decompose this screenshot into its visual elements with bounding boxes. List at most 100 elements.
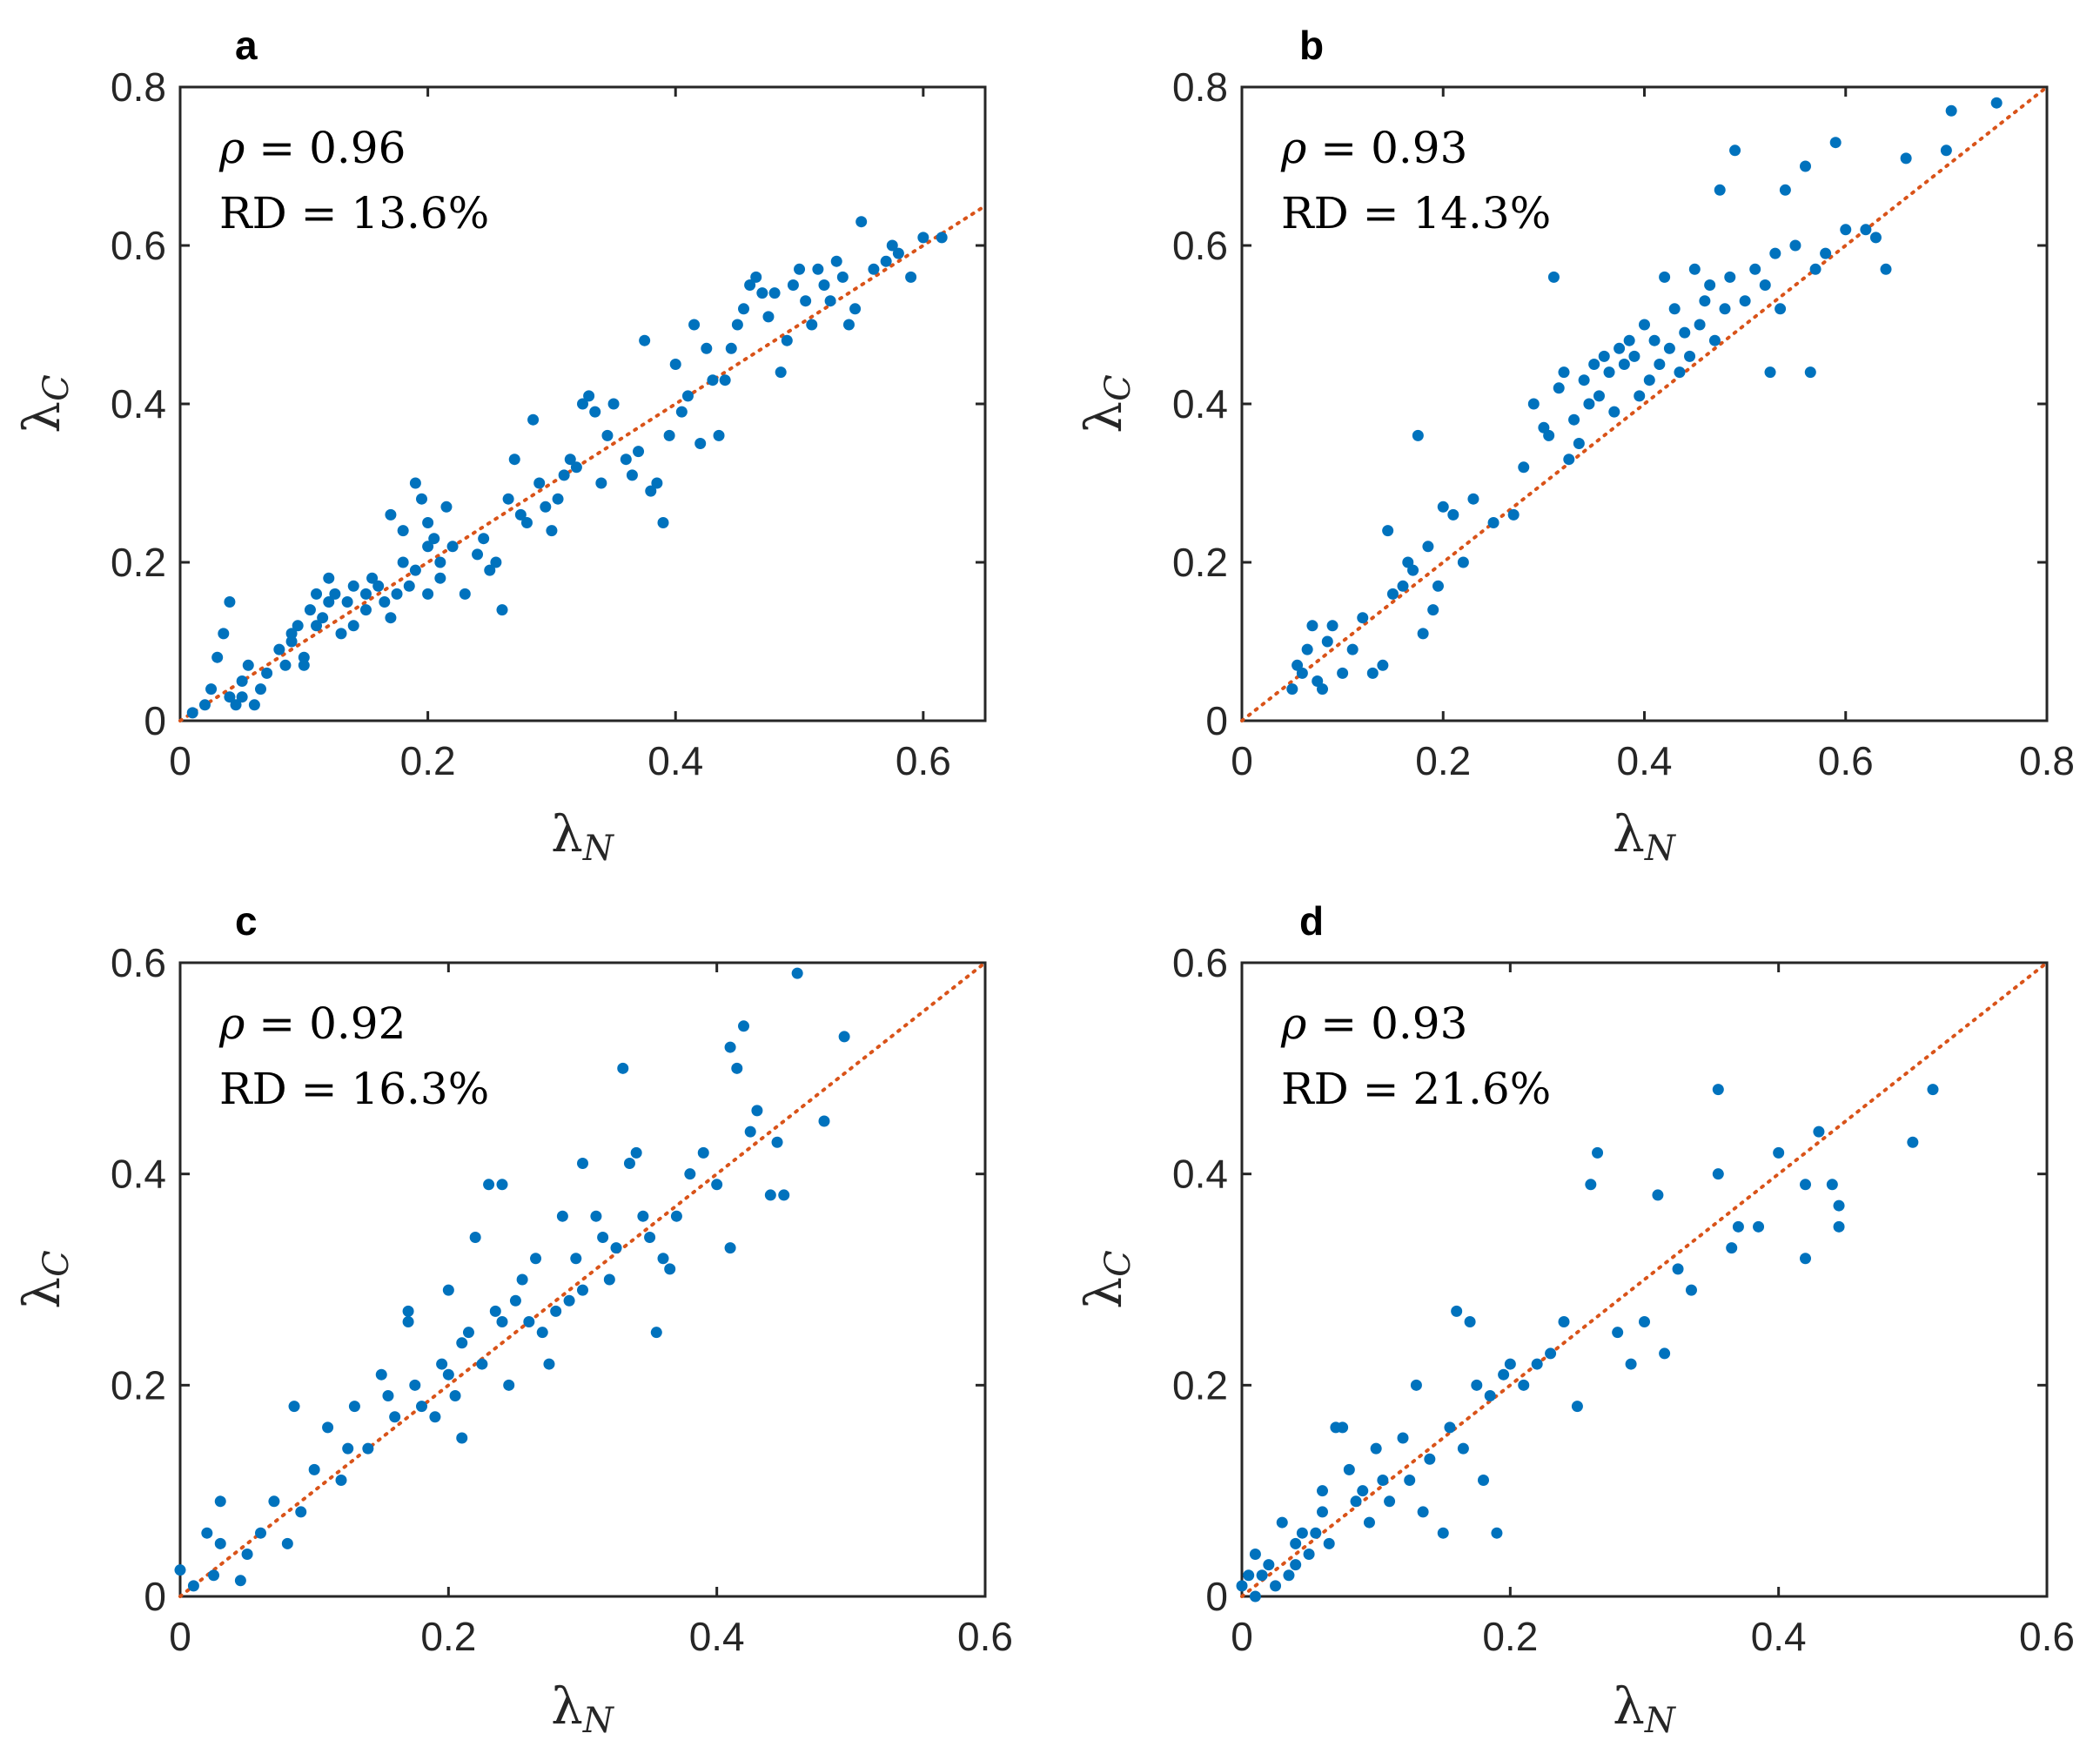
data-point xyxy=(657,1253,669,1265)
panel-letter: c xyxy=(235,898,258,944)
data-point xyxy=(292,620,304,632)
data-point xyxy=(570,1253,582,1265)
data-point xyxy=(1382,525,1394,537)
y-axis-symbol: λ xyxy=(1074,1277,1133,1309)
data-point xyxy=(550,1305,562,1317)
data-point xyxy=(1634,390,1646,402)
data-point xyxy=(1451,1305,1463,1317)
rho-symbol: ρ xyxy=(1280,998,1307,1049)
data-point xyxy=(1708,334,1721,346)
data-point xyxy=(1504,1358,1516,1370)
y-axis-subscript: C xyxy=(37,374,77,401)
data-point xyxy=(1672,1263,1684,1275)
ticks xyxy=(178,961,987,1598)
data-point xyxy=(214,1495,226,1508)
data-point xyxy=(1623,334,1635,346)
data-point xyxy=(1491,1527,1503,1539)
data-point xyxy=(472,548,484,561)
data-point xyxy=(597,1231,609,1243)
data-point xyxy=(1283,1569,1295,1582)
data-point xyxy=(1712,1084,1724,1096)
data-point xyxy=(329,588,341,600)
data-point xyxy=(1732,1220,1744,1233)
x-axis-label: λN xyxy=(1613,804,1677,869)
data-point xyxy=(335,628,347,640)
data-point xyxy=(1527,398,1540,410)
data-point xyxy=(187,1580,199,1592)
data-point xyxy=(1840,224,1852,236)
data-point xyxy=(842,319,855,331)
data-point xyxy=(1603,366,1615,379)
data-point xyxy=(1326,620,1338,632)
data-point xyxy=(1386,588,1399,600)
data-point xyxy=(1684,350,1696,362)
data-point xyxy=(617,1062,629,1074)
panel-d: d ρ = 0.93 RD = 21.6% λN λC 0 0.2 0.4 0.6 0… xyxy=(1074,898,2075,1741)
data-point xyxy=(248,699,260,711)
y-tick-label: 0.2 xyxy=(1172,1362,1228,1408)
data-point xyxy=(311,588,323,600)
data-point xyxy=(1543,429,1555,441)
x-tick-label: 0 xyxy=(1231,738,1253,783)
data-point xyxy=(675,406,688,418)
data-point xyxy=(530,1253,542,1265)
data-point xyxy=(855,216,868,228)
plot-frame xyxy=(178,961,987,1598)
y-tick-label: 0.6 xyxy=(1172,940,1228,985)
x-axis-label: λN xyxy=(551,804,615,869)
reference-line xyxy=(178,204,987,722)
y-axis-subscript: C xyxy=(1098,374,1138,401)
data-point xyxy=(707,374,719,386)
data-point xyxy=(1366,667,1379,679)
data-point xyxy=(1568,413,1580,426)
data-point xyxy=(1927,1084,1939,1096)
data-point xyxy=(509,1294,521,1307)
data-point xyxy=(359,604,372,616)
panel-letter: b xyxy=(1299,23,1324,68)
data-point xyxy=(1498,1368,1510,1381)
data-point xyxy=(818,279,830,291)
data-point xyxy=(905,271,917,283)
data-point xyxy=(711,1179,723,1191)
data-point xyxy=(214,1537,226,1549)
data-point xyxy=(311,620,323,632)
rho-symbol: ρ xyxy=(1280,123,1307,173)
x-tick-label: 0.6 xyxy=(2019,1614,2075,1659)
rho-annotation: ρ = 0.96 xyxy=(218,123,406,173)
data-point xyxy=(1880,263,1892,275)
data-point xyxy=(1685,1284,1697,1296)
data-point xyxy=(241,1548,253,1560)
data-point xyxy=(1625,1358,1637,1370)
data-point xyxy=(688,319,701,331)
data-point xyxy=(362,1442,374,1455)
y-tick-labels: 0 0.2 0.4 0.6 xyxy=(1172,940,1228,1619)
x-tick-labels: 0 0.2 0.4 0.6 xyxy=(169,738,951,783)
rd-annotation: RD = 13.6% xyxy=(219,188,489,239)
data-point xyxy=(514,508,527,521)
data-point xyxy=(389,1411,401,1423)
data-point xyxy=(664,1263,676,1275)
data-point xyxy=(1424,1453,1436,1465)
data-point xyxy=(397,525,409,537)
data-point xyxy=(1789,239,1801,252)
data-point xyxy=(577,1284,588,1296)
rd-annotation: RD = 16.3% xyxy=(219,1064,489,1114)
x-tick-label: 0.4 xyxy=(1617,738,1673,783)
data-point xyxy=(366,572,379,584)
data-point xyxy=(1558,366,1570,379)
data-point xyxy=(1829,137,1842,149)
data-point xyxy=(644,1231,656,1243)
x-axis-subscript: N xyxy=(1644,1701,1677,1741)
data-point xyxy=(382,1389,394,1401)
data-point xyxy=(701,342,713,354)
data-point xyxy=(1270,1580,1282,1592)
data-point xyxy=(385,508,397,521)
data-point xyxy=(527,413,540,426)
panel-letter: d xyxy=(1299,898,1324,944)
data-point xyxy=(1729,144,1741,157)
data-point xyxy=(595,477,607,489)
data-point xyxy=(1598,350,1610,362)
data-point xyxy=(1593,390,1605,402)
data-point xyxy=(738,1020,749,1032)
data-point xyxy=(1412,429,1424,441)
